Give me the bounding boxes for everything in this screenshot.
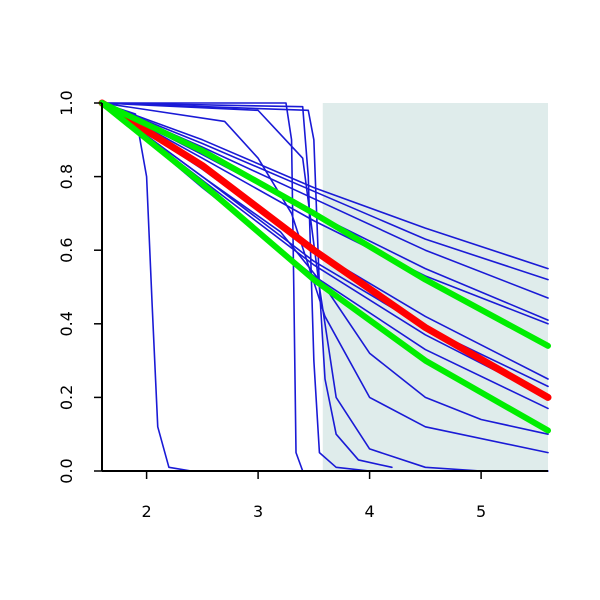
series-line xyxy=(101,102,393,469)
y-tick-label: 0.6 xyxy=(57,237,76,262)
series-line xyxy=(101,102,549,325)
series-line xyxy=(99,100,551,434)
x-tick-label: 2 xyxy=(142,502,152,521)
series-line xyxy=(101,102,549,281)
series-line xyxy=(101,102,549,270)
x-tick-label: 3 xyxy=(253,502,263,521)
series-line xyxy=(101,102,482,472)
y-tick-label: 1.0 xyxy=(57,90,76,115)
x-tick-label: 4 xyxy=(365,502,375,521)
series-line xyxy=(101,102,549,435)
series-line xyxy=(101,102,371,472)
series-line xyxy=(101,102,549,454)
y-tick-label: 0.2 xyxy=(57,385,76,410)
y-tick-label: 0.0 xyxy=(57,458,76,483)
x-tick-label: 5 xyxy=(476,502,486,521)
y-tick-label: 0.8 xyxy=(57,164,76,189)
y-tick-label: 0.4 xyxy=(57,311,76,336)
series-line xyxy=(98,99,552,401)
series-line xyxy=(99,100,551,349)
